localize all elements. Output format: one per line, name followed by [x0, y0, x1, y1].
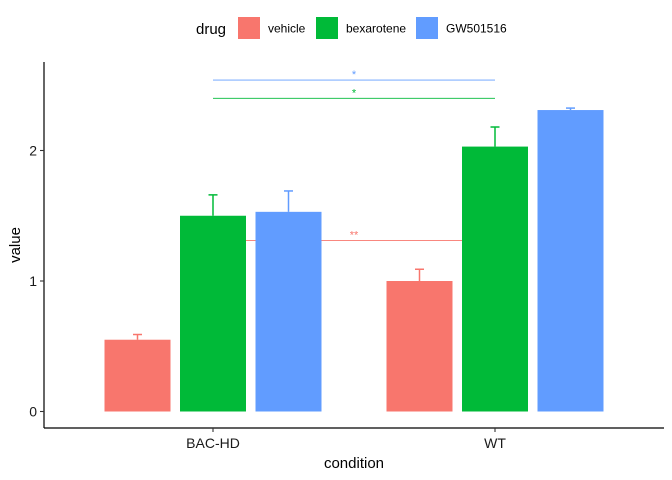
error-bar-bexarotene-BAC-HD [208, 194, 218, 216]
significance-label-2: * [352, 87, 357, 99]
plot-area: **** [104, 69, 604, 412]
error-bars [133, 107, 575, 340]
bar-bexarotene-BAC-HD [180, 215, 246, 412]
legend-key-bexarotene [316, 17, 338, 39]
significance-label-3: ** [350, 230, 359, 242]
legend: drug vehicle bexarotene GW501516 [196, 17, 507, 39]
legend-key-GW501516 [416, 17, 438, 39]
x-tick-label: BAC-HD [186, 435, 240, 451]
y-axis-title: value [7, 227, 24, 263]
legend-label-GW501516: GW501516 [446, 22, 507, 36]
legend-label-vehicle: vehicle [268, 22, 306, 36]
bar-vehicle-BAC-HD [104, 339, 171, 412]
x-tick-label: WT [484, 435, 506, 451]
significance-label-1: * [352, 69, 357, 81]
y-tick-label: 0 [29, 404, 37, 420]
legend-key-vehicle [238, 17, 260, 39]
x-axis: BAC-HD WT [44, 427, 664, 451]
bar-GW501516-WT [537, 110, 604, 412]
bars [104, 110, 604, 412]
legend-label-bexarotene: bexarotene [346, 22, 406, 36]
significance-annotations: **** [213, 69, 495, 242]
bar-GW501516-BAC-HD [255, 211, 322, 412]
bar-vehicle-WT [386, 281, 453, 412]
y-axis: 0 1 2 [29, 62, 45, 428]
x-axis-title: condition [324, 455, 384, 472]
error-bar-vehicle-WT [415, 268, 424, 281]
y-tick-label: 1 [29, 273, 37, 289]
error-bar-bexarotene-WT [490, 126, 500, 147]
legend-title: drug [196, 21, 226, 38]
error-bar-GW501516-BAC-HD [284, 190, 293, 212]
y-tick-label: 2 [29, 143, 37, 159]
error-bar-vehicle-BAC-HD [133, 333, 142, 340]
bar-bexarotene-WT [462, 146, 528, 412]
error-bar-GW501516-WT [566, 107, 575, 111]
